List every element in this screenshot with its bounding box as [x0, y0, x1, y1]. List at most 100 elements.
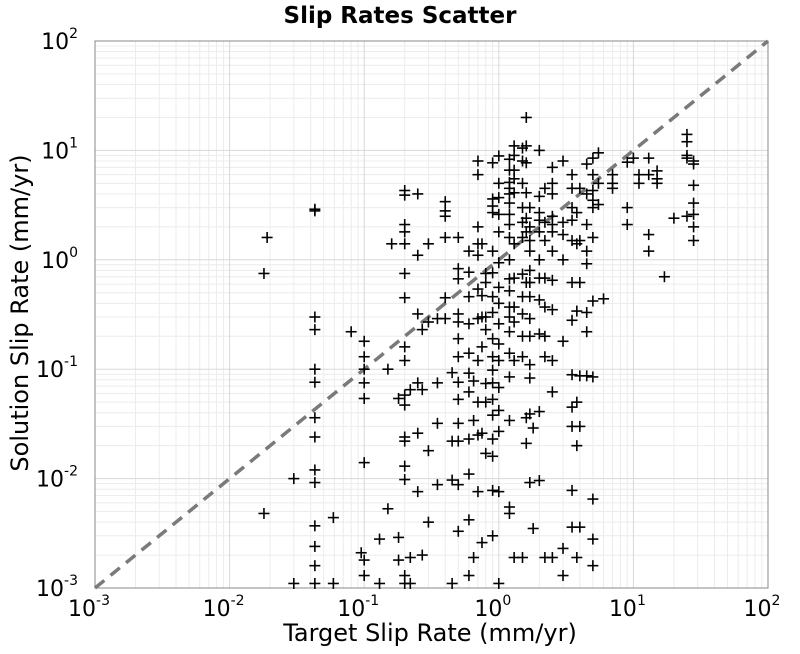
data-point	[688, 158, 700, 170]
data-point	[539, 330, 551, 342]
data-point	[487, 433, 499, 445]
data-point	[487, 333, 499, 345]
data-point	[404, 577, 416, 589]
data-point	[517, 177, 529, 189]
data-point	[592, 199, 604, 211]
data-point	[524, 291, 536, 303]
data-point	[557, 155, 569, 167]
data-point	[557, 229, 569, 241]
data-point	[546, 274, 558, 286]
data-point	[587, 184, 599, 196]
data-point	[598, 293, 610, 305]
data-point	[493, 208, 505, 220]
data-point	[493, 404, 505, 416]
data-point	[416, 324, 428, 336]
x-tick-label: 101	[609, 593, 646, 622]
data-point	[546, 304, 558, 316]
data-point	[487, 291, 499, 303]
data-point	[508, 173, 520, 185]
data-point	[416, 549, 428, 561]
data-point	[493, 486, 505, 498]
data-point	[487, 450, 499, 462]
data-point	[546, 245, 558, 257]
data-point	[503, 219, 515, 231]
data-point	[517, 231, 529, 243]
data-point	[539, 235, 551, 247]
x-tick-labels: 10-3 10-2 10-1 100 101 102	[68, 593, 780, 622]
data-point	[533, 406, 545, 418]
data-point	[399, 460, 411, 472]
data-point	[643, 152, 655, 164]
data-point	[487, 409, 499, 421]
data-point	[345, 326, 357, 338]
data-point	[508, 187, 520, 199]
data-point	[493, 257, 505, 269]
data-point	[399, 189, 411, 201]
data-point	[503, 414, 515, 426]
data-point	[472, 486, 484, 498]
data-point	[412, 188, 424, 200]
data-point	[472, 221, 484, 233]
data-point	[493, 177, 505, 189]
data-point	[358, 351, 370, 363]
data-point	[566, 169, 578, 181]
chart-title: Slip Rates Scatter	[284, 3, 518, 29]
reference-line	[93, 39, 770, 590]
data-point	[412, 308, 424, 320]
data-point	[503, 507, 515, 519]
data-point	[681, 210, 693, 222]
data-point	[493, 281, 505, 293]
data-point	[493, 297, 505, 309]
data-point	[621, 202, 633, 214]
data-point	[399, 399, 411, 411]
data-point	[463, 291, 475, 303]
data-point	[487, 364, 499, 376]
data-point	[452, 393, 464, 405]
data-point	[517, 351, 529, 363]
data-point	[651, 177, 663, 189]
data-point	[681, 152, 693, 164]
data-point	[524, 202, 536, 214]
data-point	[476, 341, 488, 353]
data-point	[487, 393, 499, 405]
data-point	[439, 196, 451, 208]
data-point	[476, 537, 488, 549]
data-point	[358, 392, 370, 404]
data-point	[520, 140, 532, 152]
data-point	[487, 530, 499, 542]
data-point	[358, 363, 370, 375]
data-point	[309, 560, 321, 572]
data-point	[404, 384, 416, 396]
data-point	[508, 355, 520, 367]
data-point	[399, 292, 411, 304]
data-point	[539, 301, 551, 313]
data-point	[463, 245, 475, 257]
data-point	[571, 305, 583, 317]
data-point	[581, 326, 593, 338]
data-point	[493, 338, 505, 350]
data-point	[681, 136, 693, 148]
data-point	[355, 547, 367, 559]
data-point	[446, 367, 458, 379]
data-point	[524, 245, 536, 257]
data-point	[524, 277, 536, 289]
data-point	[643, 245, 655, 257]
data-point	[493, 577, 505, 589]
data-point	[463, 514, 475, 526]
data-point	[309, 464, 321, 476]
data-point	[446, 474, 458, 486]
data-point	[399, 238, 411, 250]
data-point	[382, 503, 394, 515]
data-point	[533, 294, 545, 306]
data-point	[327, 512, 339, 524]
data-point	[463, 266, 475, 278]
data-point	[524, 408, 536, 420]
data-point	[503, 326, 515, 338]
data-point	[404, 552, 416, 564]
data-point	[503, 254, 515, 266]
data-point	[587, 202, 599, 214]
data-point	[688, 235, 700, 247]
data-point	[557, 254, 569, 266]
data-point	[533, 328, 545, 340]
